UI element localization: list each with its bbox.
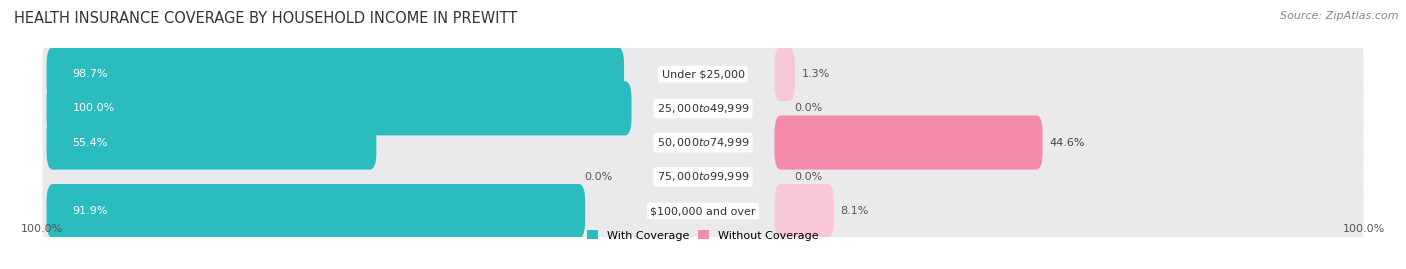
- Text: 98.7%: 98.7%: [73, 69, 108, 79]
- Text: 0.0%: 0.0%: [794, 103, 823, 113]
- Text: HEALTH INSURANCE COVERAGE BY HOUSEHOLD INCOME IN PREWITT: HEALTH INSURANCE COVERAGE BY HOUSEHOLD I…: [14, 11, 517, 26]
- Text: 0.0%: 0.0%: [794, 172, 823, 182]
- Text: 1.3%: 1.3%: [801, 69, 830, 79]
- Text: 44.6%: 44.6%: [1049, 137, 1084, 148]
- Text: $100,000 and over: $100,000 and over: [650, 206, 756, 216]
- FancyBboxPatch shape: [42, 100, 1364, 185]
- FancyBboxPatch shape: [46, 184, 585, 238]
- FancyBboxPatch shape: [46, 115, 377, 170]
- Text: 55.4%: 55.4%: [73, 137, 108, 148]
- Text: 8.1%: 8.1%: [841, 206, 869, 216]
- Text: $75,000 to $99,999: $75,000 to $99,999: [657, 170, 749, 183]
- Text: Source: ZipAtlas.com: Source: ZipAtlas.com: [1281, 11, 1399, 21]
- Text: 100.0%: 100.0%: [1343, 224, 1385, 234]
- Text: Under $25,000: Under $25,000: [661, 69, 745, 79]
- Text: 0.0%: 0.0%: [583, 172, 612, 182]
- Text: 91.9%: 91.9%: [73, 206, 108, 216]
- FancyBboxPatch shape: [42, 134, 1364, 220]
- Text: $25,000 to $49,999: $25,000 to $49,999: [657, 102, 749, 115]
- FancyBboxPatch shape: [775, 115, 1043, 170]
- FancyBboxPatch shape: [775, 184, 834, 238]
- FancyBboxPatch shape: [46, 47, 624, 101]
- FancyBboxPatch shape: [42, 168, 1364, 254]
- Text: $50,000 to $74,999: $50,000 to $74,999: [657, 136, 749, 149]
- Text: 100.0%: 100.0%: [21, 224, 63, 234]
- FancyBboxPatch shape: [42, 66, 1364, 151]
- FancyBboxPatch shape: [775, 47, 794, 101]
- Legend: With Coverage, Without Coverage: With Coverage, Without Coverage: [588, 230, 818, 240]
- FancyBboxPatch shape: [42, 31, 1364, 117]
- Text: 100.0%: 100.0%: [73, 103, 115, 113]
- FancyBboxPatch shape: [46, 81, 631, 135]
